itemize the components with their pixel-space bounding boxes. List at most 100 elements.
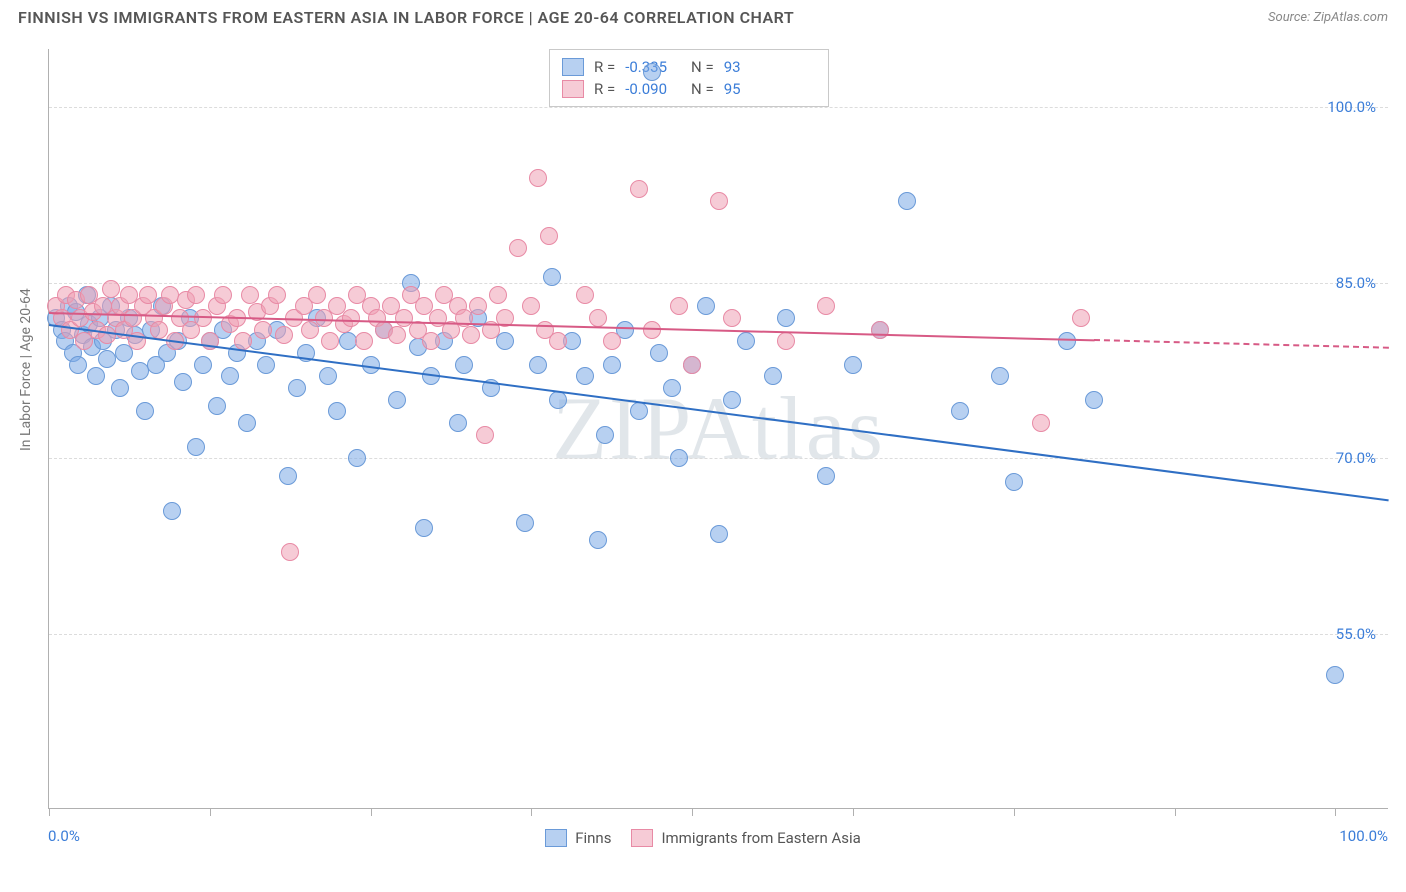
chart-container: In Labor Force | Age 20-64 ZIPAtlas R = … [0,31,1406,851]
data-point [281,543,299,561]
x-tick [1014,808,1015,816]
y-tick-label: 100.0% [1327,98,1376,116]
r-label: R = [594,80,615,98]
data-point [102,280,120,298]
chart-title: FINNISH VS IMMIGRANTS FROM EASTERN ASIA … [18,8,794,27]
data-point [737,332,755,350]
data-point [415,519,433,537]
source-name: ZipAtlas.com [1313,10,1388,25]
swatch-finns [562,58,584,76]
data-point [589,531,607,549]
y-tick-label: 70.0% [1336,449,1376,467]
data-point [670,449,688,467]
series-legend: Finns Immigrants from Eastern Asia [0,829,1406,847]
trend-line [49,324,1389,501]
gridline [49,283,1388,284]
data-point [469,297,487,315]
data-point [462,326,480,344]
data-point [663,379,681,397]
data-point [489,286,507,304]
data-point [630,402,648,420]
data-point [576,286,594,304]
data-point [241,286,259,304]
y-tick-label: 85.0% [1336,274,1376,292]
legend-item-finns: Finns [545,829,611,847]
n-value-immigrants: 95 [724,80,741,98]
data-point [589,309,607,327]
legend-label-immigrants: Immigrants from Eastern Asia [661,829,860,847]
y-axis-title: In Labor Force | Age 20-64 [18,288,34,451]
r-label: R = [594,58,615,76]
data-point [777,332,795,350]
data-point [603,356,621,374]
swatch-immigrants [562,80,584,98]
data-point [279,467,297,485]
data-point [355,332,373,350]
r-value-immigrants: -0.090 [625,80,667,98]
data-point [98,350,116,368]
data-point [342,309,360,327]
x-tick [49,808,50,816]
data-point [576,367,594,385]
data-point [603,332,621,350]
data-point [817,297,835,315]
data-point [1032,414,1050,432]
data-point [214,286,232,304]
data-point [1326,666,1344,684]
data-point [1085,391,1103,409]
correlation-legend: R = -0.335 N = 93 R = -0.090 N = 95 [549,49,829,107]
data-point [87,367,105,385]
data-point [710,525,728,543]
data-point [187,438,205,456]
data-point [529,356,547,374]
data-point [174,373,192,391]
data-point [1058,332,1076,350]
data-point [308,286,326,304]
data-point [238,414,256,432]
data-point [683,356,701,374]
data-point [98,326,116,344]
data-point [150,321,168,339]
data-point [844,356,862,374]
data-point [388,391,406,409]
data-point [596,426,614,444]
legend-row-immigrants: R = -0.090 N = 95 [562,78,816,100]
data-point [898,192,916,210]
n-value-finns: 93 [724,58,741,76]
data-point [1005,473,1023,491]
data-point [208,397,226,415]
x-tick [210,808,211,816]
data-point [543,268,561,286]
data-point [817,467,835,485]
data-point [321,332,339,350]
trend-line [1094,339,1389,349]
data-point [549,332,567,350]
data-point [650,344,668,362]
data-point [630,180,648,198]
swatch-immigrants [631,829,653,847]
data-point [723,391,741,409]
data-point [136,402,154,420]
data-point [540,227,558,245]
data-point [509,239,527,257]
gridline [49,634,1388,635]
x-tick [1175,808,1176,816]
data-point [319,367,337,385]
legend-label-finns: Finns [575,829,611,847]
x-tick [1335,808,1336,816]
source-prefix: Source: [1268,10,1313,25]
data-point [388,326,406,344]
data-point [1072,309,1090,327]
data-point [288,379,306,397]
data-point [723,309,741,327]
data-point [328,402,346,420]
gridline [49,107,1388,108]
data-point [777,309,795,327]
data-point [163,502,181,520]
data-point [254,321,272,339]
data-point [529,169,547,187]
x-tick [371,808,372,816]
data-point [194,356,212,374]
data-point [111,379,129,397]
data-point [455,356,473,374]
